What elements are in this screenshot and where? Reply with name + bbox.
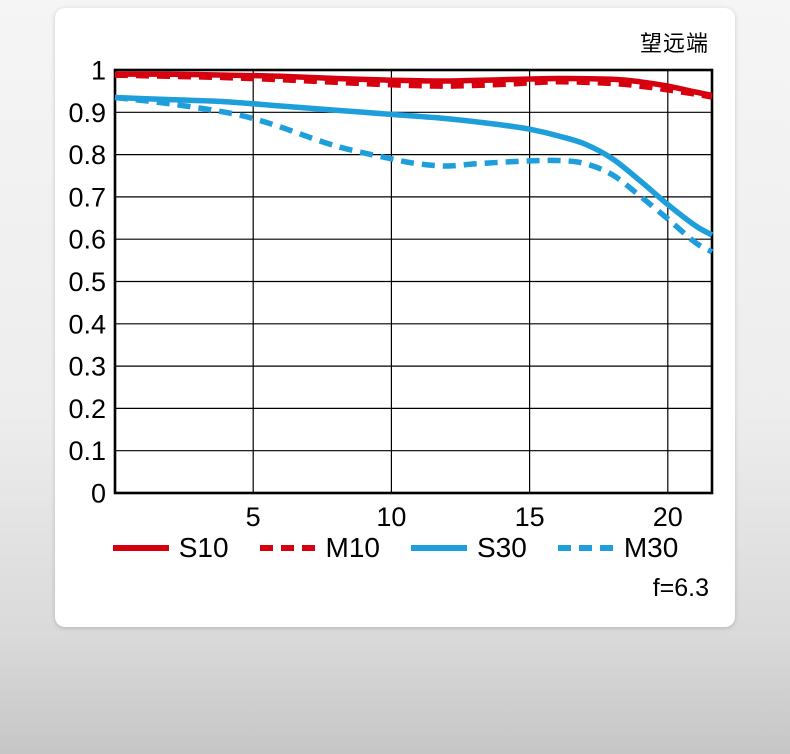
y-tick-label: 0.6	[68, 225, 106, 255]
y-tick-label: 0.3	[68, 352, 106, 382]
y-tick-label: 0.5	[68, 267, 106, 297]
series-m10-line	[114, 72, 713, 100]
legend-label-s30: S30	[477, 532, 527, 563]
legend-solid-line-sample	[112, 545, 169, 551]
y-tick-label: 1	[91, 56, 106, 86]
mtf-chart-card: 望远端 0 0.1 0.2 0.3 0.4 0.5 0.6 0.7 0.8 0.9 1 5 10 15 20…	[55, 8, 735, 627]
plot-border	[113, 68, 714, 495]
legend-item-m30: M30	[557, 532, 678, 564]
series-m30-line	[114, 94, 714, 255]
y-tick-label: 0.1	[68, 436, 106, 466]
x-tick-label: 5	[246, 502, 261, 532]
x-tick-label: 20	[653, 502, 683, 532]
chart-title: 望远端	[639, 31, 709, 56]
aperture-annotation: f=6.3	[652, 574, 709, 602]
legend-label-m10: M10	[325, 532, 380, 563]
legend-label-m30: M30	[623, 532, 679, 563]
y-tick-label: 0.9	[68, 98, 106, 128]
legend-solid-line-sample	[411, 545, 467, 551]
mtf-chart-plot: 00.10.20.30.40.50.60.70.80.915 10 15 20	[68, 56, 714, 532]
x-tick-label: 15	[515, 502, 545, 532]
y-tick-label: 0.2	[68, 394, 106, 424]
legend-dashed-line-sample	[259, 545, 316, 551]
y-tick-label: 0.4	[68, 309, 106, 339]
y-tick-label: 0.7	[68, 182, 106, 212]
legend-item-s30: S30	[410, 532, 527, 564]
legend-item-s10: S10	[112, 532, 229, 564]
chart-legend: S10 M10 S30 M30	[55, 532, 735, 564]
legend-dashed-line-sample	[557, 545, 614, 551]
series-s30-line	[114, 94, 714, 238]
legend-label-s10: S10	[178, 532, 229, 563]
y-tick-label: 0.8	[68, 140, 106, 170]
x-tick-label: 10	[376, 502, 406, 532]
legend-item-m10: M10	[259, 532, 380, 564]
y-tick-label: 0	[91, 479, 106, 509]
